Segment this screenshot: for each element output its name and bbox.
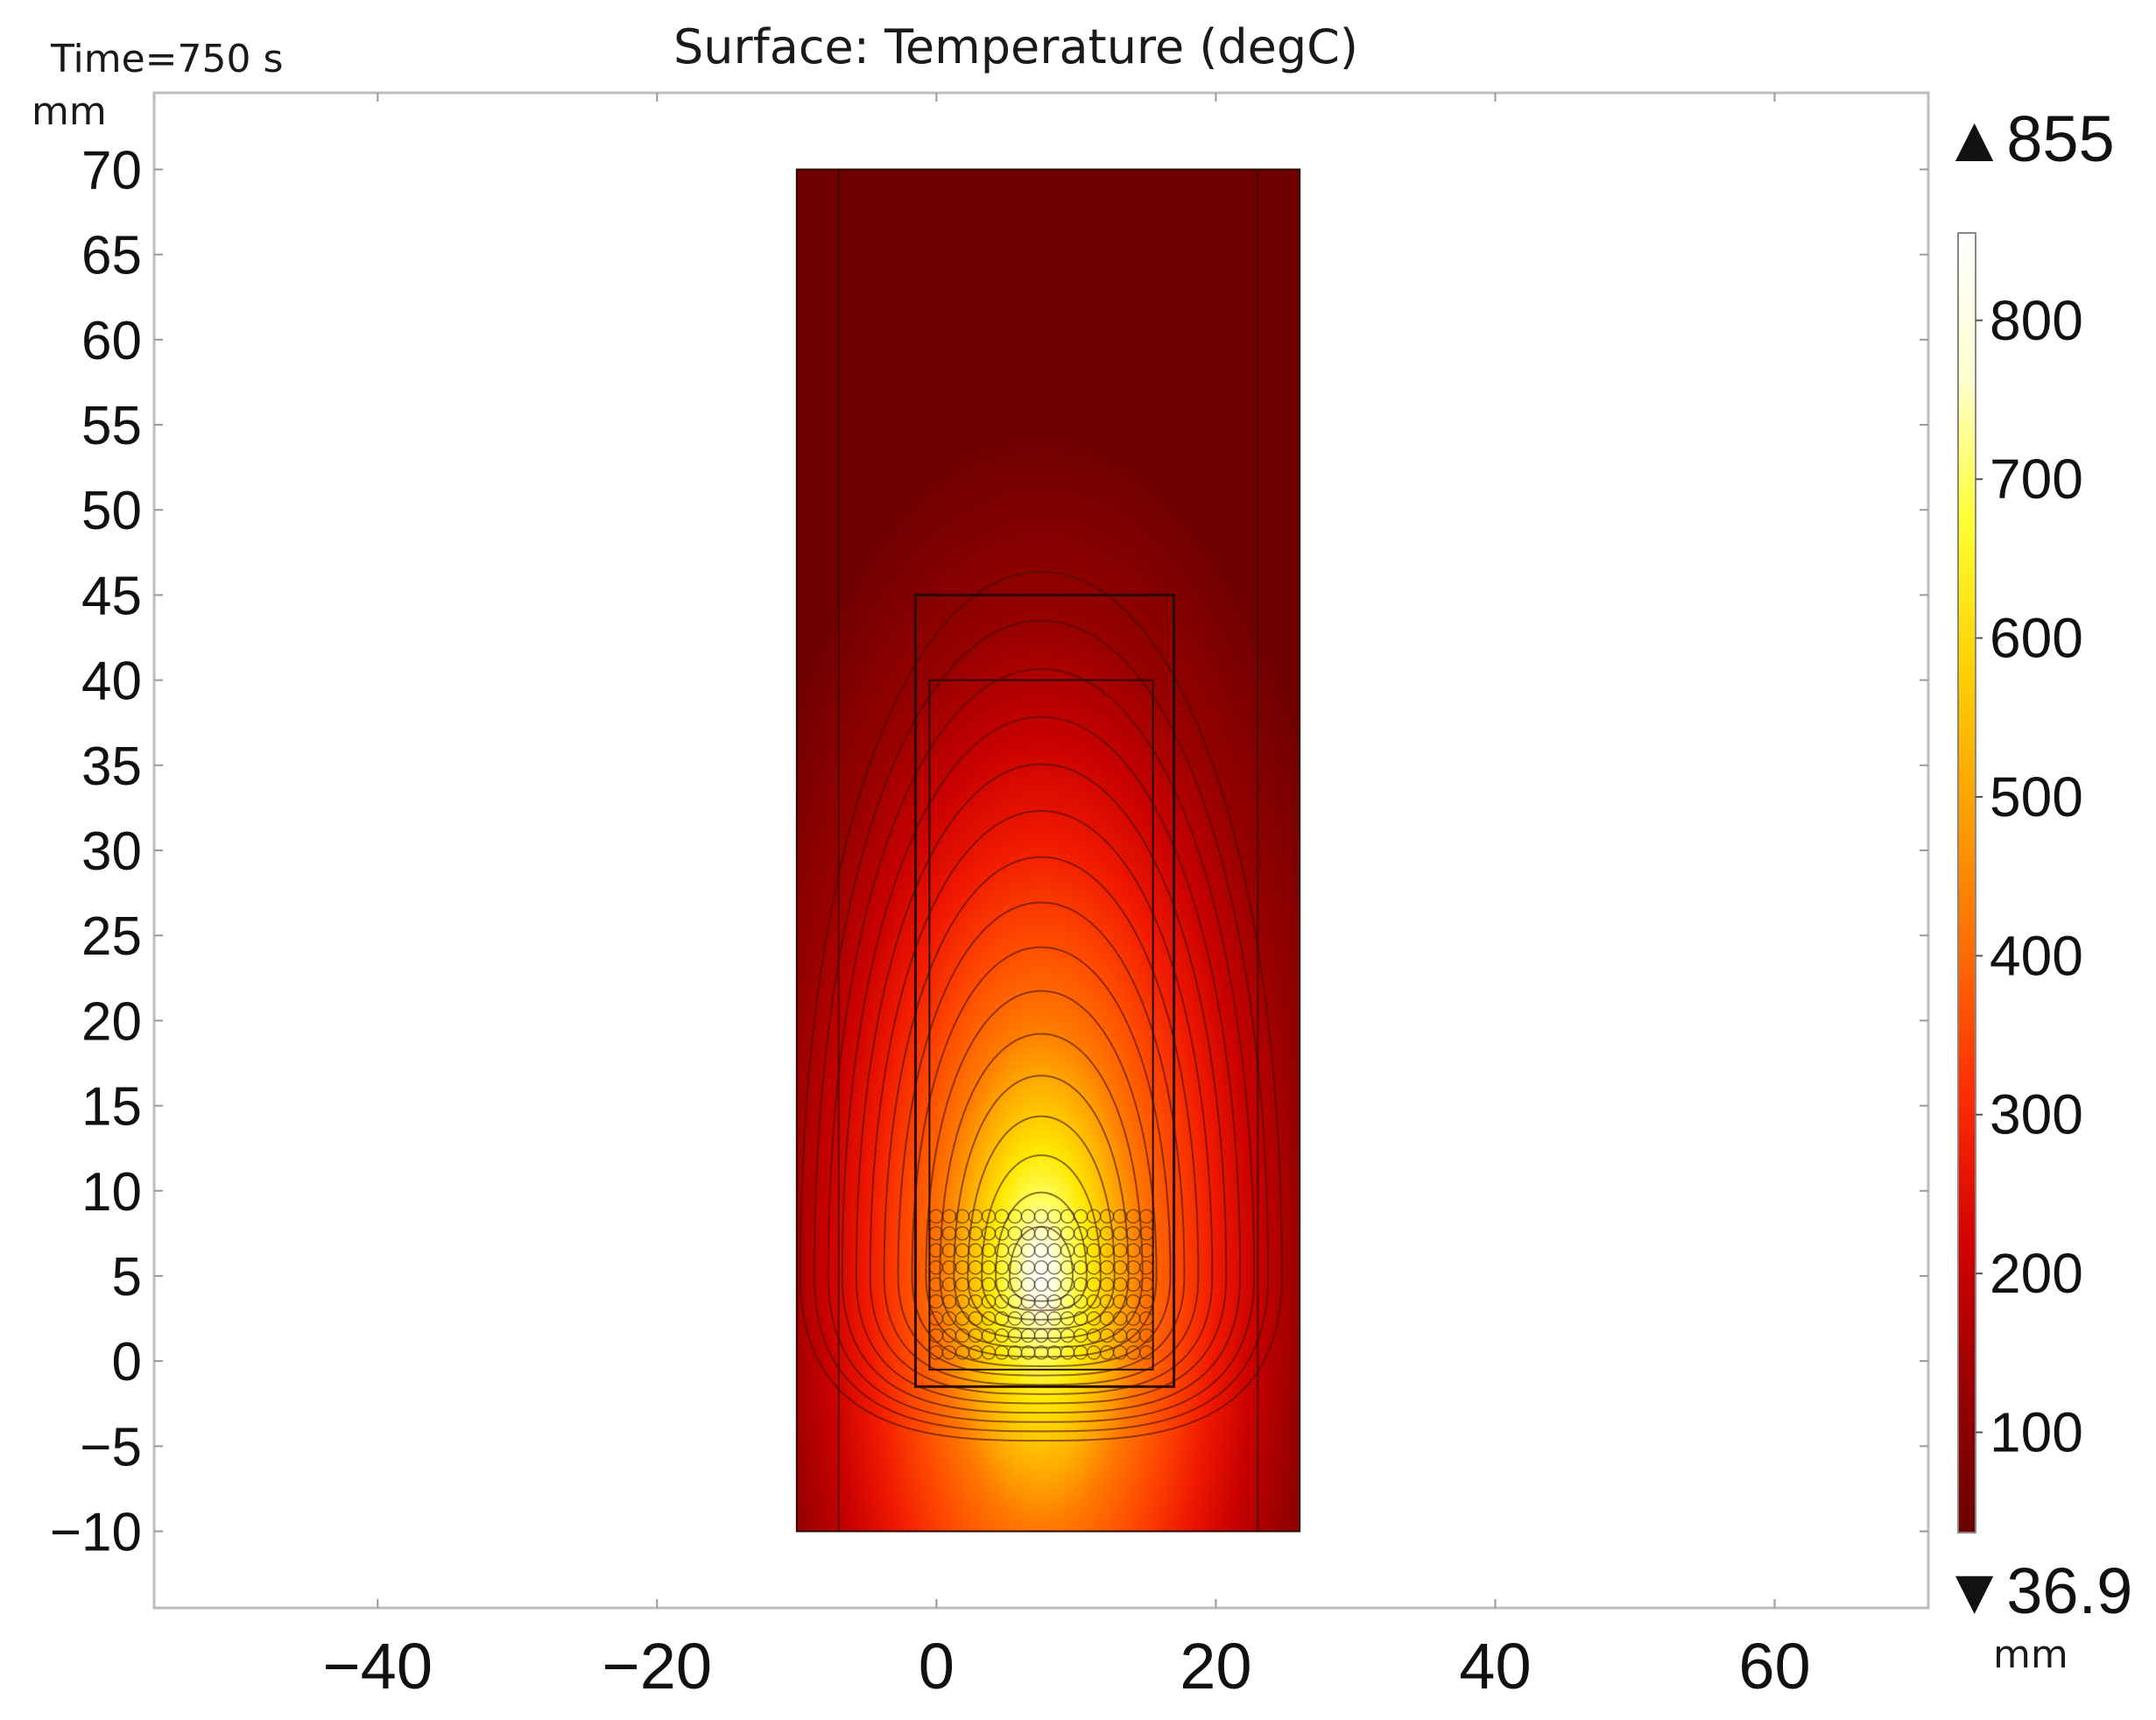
y-tick-label: 65 <box>81 226 142 286</box>
y-tick-label: 30 <box>81 821 142 882</box>
y-tick-label: −10 <box>50 1503 142 1563</box>
crucible-outline <box>913 593 1176 1388</box>
y-tick-label: 25 <box>81 906 142 967</box>
isotherm-line <box>967 1115 1116 1330</box>
y-tick-label: 20 <box>81 991 142 1052</box>
colorbar-gradient <box>1957 232 1976 1533</box>
coil-turn <box>1138 1209 1154 1224</box>
y-tick-label: 55 <box>81 396 142 456</box>
y-axis: −10 −5 0 5 10 15 20 25 30 35 40 45 50 55 60 65 70 <box>50 140 1928 1563</box>
chart-title: Surface: Temperature (degC) <box>673 19 1358 74</box>
y-tick-label: 40 <box>81 652 142 712</box>
temperature-field <box>796 169 1300 1532</box>
coil-turn <box>1138 1328 1154 1343</box>
coil-turn <box>1138 1226 1154 1241</box>
x-tick-label: 0 <box>919 1630 955 1702</box>
isotherm-line <box>855 763 1228 1405</box>
y-tick-label: −5 <box>80 1417 142 1477</box>
isotherm-line <box>813 619 1270 1433</box>
y-tick-label: 5 <box>112 1247 142 1308</box>
x-tick-label: −20 <box>602 1630 713 1702</box>
coil-turn <box>1138 1243 1154 1258</box>
y-tick-label: 0 <box>112 1332 142 1392</box>
isotherm-line <box>925 990 1158 1358</box>
y-tick-label: 70 <box>81 140 142 201</box>
x-tick-label: 40 <box>1459 1630 1531 1702</box>
colorbar-tick-label: 500 <box>1990 765 2083 828</box>
coil-turn <box>1138 1294 1154 1309</box>
colorbar-tick-label: 200 <box>1990 1242 2083 1305</box>
field-heat-gradient <box>796 169 1300 1532</box>
isotherm-line <box>1009 1225 1074 1302</box>
colorbar-tick-label: 600 <box>1990 607 2083 670</box>
colorbar-tick-label: 700 <box>1990 448 2083 511</box>
outer-domain-outline <box>795 168 1301 1533</box>
isotherm-line <box>883 856 1200 1386</box>
x-tick-label: −40 <box>322 1630 433 1702</box>
colorbar-max-label: ▲855 <box>1942 102 2115 175</box>
y-tick-label: 50 <box>81 481 142 541</box>
colorbar-tick-label: 400 <box>1990 924 2083 987</box>
coil-turn <box>1138 1259 1154 1275</box>
geometry-outlines <box>795 168 1301 1533</box>
inner-cavity-outline <box>928 679 1154 1371</box>
x-tick-label: 20 <box>1180 1630 1251 1702</box>
x-tick-label: 60 <box>1738 1630 1810 1702</box>
isotherm-line <box>953 1075 1130 1340</box>
y-tick-label: 60 <box>81 311 142 371</box>
colorbar-tick-label: 800 <box>1990 289 2083 352</box>
colorbar-min-label: ▼36.9 <box>1942 1554 2132 1627</box>
coil-turn <box>1138 1277 1154 1292</box>
coil-pack <box>928 1209 1154 1360</box>
isotherm-line <box>827 667 1256 1423</box>
time-label: Time=750 s <box>50 37 283 81</box>
isotherm-line <box>911 946 1172 1367</box>
colorbar: ▲855 ▼36.9 mm 800 700 600 500 400 300 200 100 <box>1942 102 2132 1677</box>
y-axis-label: mm <box>32 89 107 134</box>
isotherm-line <box>841 715 1242 1414</box>
y-tick-label: 10 <box>81 1162 142 1223</box>
y-tick-label: 45 <box>81 566 142 626</box>
colorbar-tick-label: 100 <box>1990 1401 2083 1464</box>
x-axis-label: mm <box>1993 1632 2068 1677</box>
y-tick-label: 35 <box>81 737 142 797</box>
y-tick-label: 15 <box>81 1077 142 1138</box>
coil-turn <box>1138 1311 1154 1326</box>
x-axis: −40 −20 0 20 40 60 <box>322 93 1811 1702</box>
coil-turn <box>1138 1345 1154 1360</box>
isotherm-line <box>869 810 1214 1395</box>
colorbar-tick-label: 300 <box>1990 1083 2083 1146</box>
